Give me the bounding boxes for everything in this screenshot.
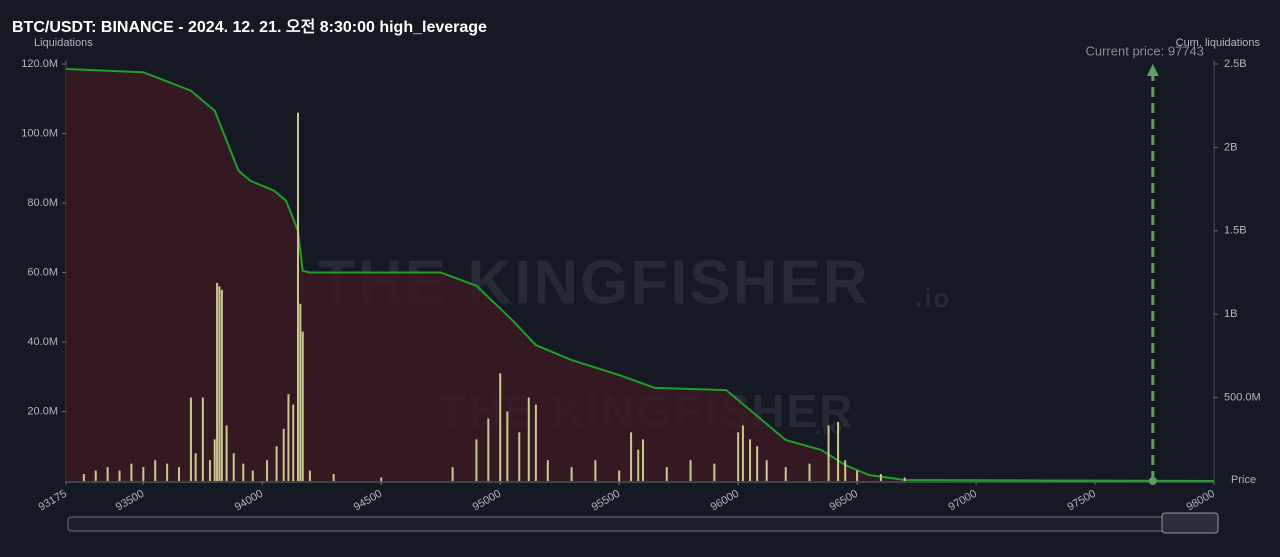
bar	[380, 477, 383, 481]
y2-tick-label: 1B	[1224, 308, 1237, 320]
bar	[218, 286, 221, 481]
bar	[749, 439, 752, 481]
current-price-dot	[1148, 477, 1157, 485]
y-tick-label: 40.0M	[27, 336, 58, 348]
bar	[308, 470, 311, 481]
bar	[275, 446, 278, 481]
y-tick-label: 60.0M	[27, 266, 58, 278]
bar	[637, 449, 640, 481]
scrollbar-handle[interactable]	[1161, 512, 1219, 534]
bar	[630, 432, 633, 481]
bar	[451, 467, 454, 481]
y-axis-title: Liquidations	[34, 37, 93, 49]
bar	[299, 303, 302, 481]
y2-tick-label: 500.0M	[1224, 392, 1261, 404]
current-price-label: Current price: 97743	[1085, 43, 1204, 58]
bar	[154, 460, 157, 481]
bar	[475, 439, 478, 481]
bar	[216, 282, 219, 481]
bar	[213, 439, 216, 481]
bar	[741, 425, 744, 481]
bar	[208, 460, 211, 481]
bar	[130, 463, 133, 481]
cum-line	[65, 68, 1215, 482]
bar	[570, 467, 573, 481]
bar	[713, 463, 716, 481]
bar	[837, 421, 840, 481]
bar	[251, 470, 254, 481]
bar	[194, 453, 197, 481]
y2-tick-label: 2.5B	[1224, 58, 1247, 70]
bar	[546, 460, 549, 481]
bar	[332, 474, 335, 481]
bar	[737, 432, 740, 481]
x-axis-title: Price	[1231, 474, 1256, 486]
bar	[266, 460, 269, 481]
bar	[784, 467, 787, 481]
bar	[518, 432, 521, 481]
bar	[903, 477, 906, 481]
chart-title: BTC/USDT: BINANCE - 2024. 12. 21. 오전 8:3…	[12, 18, 487, 36]
bar	[506, 411, 509, 481]
y-tick-label: 120.0M	[21, 58, 58, 70]
bar	[665, 467, 668, 481]
bar	[689, 460, 692, 481]
bar	[499, 373, 502, 481]
bar	[594, 460, 597, 481]
bar	[118, 470, 121, 481]
bar	[225, 425, 228, 481]
bar	[282, 428, 285, 481]
bar	[287, 394, 290, 481]
bar	[844, 460, 847, 481]
bar	[301, 331, 304, 481]
cum-area	[66, 69, 1214, 481]
bar	[879, 474, 882, 481]
watermark-suffix: .io	[815, 416, 844, 438]
bar	[220, 289, 223, 481]
bar	[856, 470, 859, 481]
bar	[641, 439, 644, 481]
bar	[487, 418, 490, 481]
bar	[827, 425, 830, 481]
y-tick-label: 80.0M	[27, 197, 58, 209]
y2-tick-label: 1.5B	[1224, 225, 1247, 237]
watermark-suffix: .io	[915, 283, 951, 313]
bar	[94, 470, 97, 481]
bar	[242, 463, 245, 481]
bar	[106, 467, 109, 481]
scrollbar[interactable]	[67, 516, 1219, 532]
bar	[808, 463, 811, 481]
plot-area	[65, 68, 1215, 482]
bar	[292, 404, 295, 481]
bar	[534, 404, 537, 481]
y-tick-label: 100.0M	[21, 127, 58, 139]
y2-axis-title: Cum. liquidations	[1176, 37, 1261, 49]
bar	[82, 474, 85, 481]
y-tick-label: 20.0M	[27, 405, 58, 417]
bar	[178, 467, 181, 481]
bar	[201, 397, 204, 481]
bar	[756, 446, 759, 481]
bar	[296, 112, 299, 482]
bar	[527, 397, 530, 481]
bar	[142, 467, 145, 481]
current-price-arrow	[1146, 64, 1159, 76]
bar	[765, 460, 768, 481]
bar	[232, 453, 235, 481]
bar	[189, 397, 192, 481]
bar	[166, 463, 169, 481]
y2-tick-label: 2B	[1224, 141, 1237, 153]
bar	[618, 470, 621, 481]
